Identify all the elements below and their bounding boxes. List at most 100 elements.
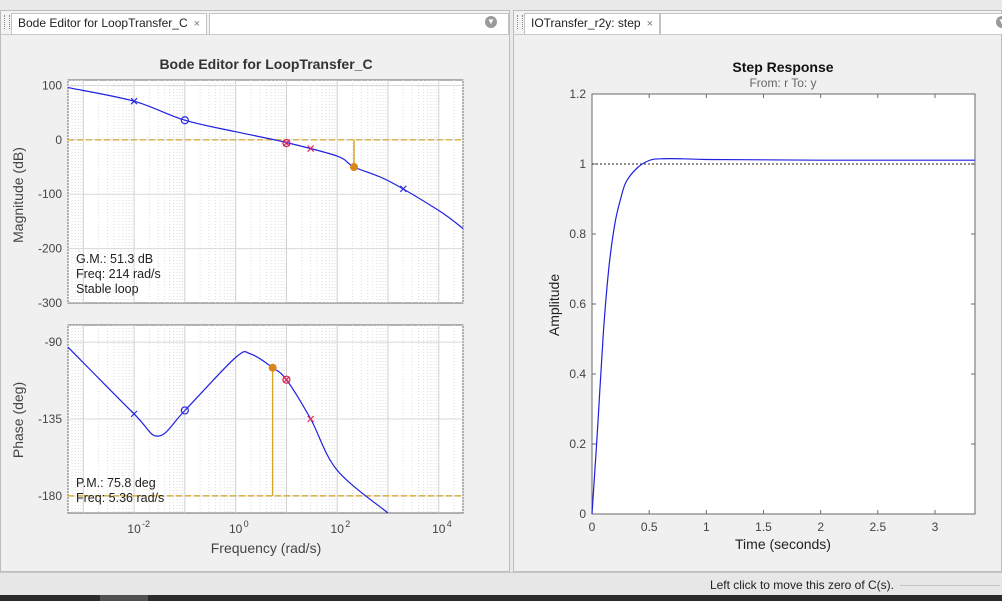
pole-marker[interactable] bbox=[399, 185, 407, 193]
frequency-tick-exponent: 0 bbox=[244, 519, 249, 529]
taskbar bbox=[0, 595, 1002, 601]
pole-marker[interactable] bbox=[307, 145, 315, 152]
tab-bode-editor[interactable]: Bode Editor for LoopTransfer_C × bbox=[11, 13, 208, 34]
right-tab-bar: IOTransfer_r2y: step × ▼ bbox=[514, 11, 1002, 35]
phase-tick-label: -90 bbox=[45, 335, 63, 349]
pole-marker[interactable] bbox=[307, 415, 315, 423]
step-x-label: Time (seconds) bbox=[735, 536, 831, 552]
step-figure: Step Response From: r To: y 1.2 1 0.8 0.6 0.… bbox=[546, 59, 976, 552]
frequency-tick-label: 10 bbox=[432, 522, 446, 536]
frequency-tick-label: 10 bbox=[229, 522, 243, 536]
bode-title: Bode Editor for LoopTransfer_C bbox=[159, 56, 372, 72]
step-x-tick-label: 3 bbox=[932, 520, 939, 534]
step-x-tick-label: 1.5 bbox=[755, 520, 772, 534]
phase-tick-labels: -90 -135 -180 bbox=[38, 335, 62, 503]
tab-label: IOTransfer_r2y: step bbox=[531, 16, 641, 30]
magnitude-tick-label: -300 bbox=[38, 296, 62, 310]
gain-margin-lines bbox=[68, 139, 463, 168]
close-tab-icon[interactable]: × bbox=[646, 18, 654, 30]
status-divider bbox=[900, 585, 1000, 586]
tab-label: Bode Editor for LoopTransfer_C bbox=[18, 16, 188, 30]
step-x-tick-label: 2.5 bbox=[869, 520, 886, 534]
pole-marker[interactable] bbox=[130, 410, 138, 418]
step-response-line bbox=[591, 158, 975, 515]
tab-filler bbox=[209, 13, 509, 34]
tab-step-response[interactable]: IOTransfer_r2y: step × bbox=[524, 13, 661, 34]
step-x-tick-label: 0.5 bbox=[641, 520, 658, 534]
frequency-x-label: Frequency (rad/s) bbox=[211, 540, 321, 556]
magnitude-grid bbox=[67, 80, 464, 303]
pole-marker[interactable] bbox=[282, 139, 290, 147]
phase-axes[interactable] bbox=[67, 324, 464, 514]
tab-filler bbox=[660, 13, 1002, 34]
step-y-label: Amplitude bbox=[546, 274, 562, 336]
tab-menu-icon[interactable]: ▼ bbox=[485, 16, 497, 28]
pole-marker[interactable] bbox=[130, 97, 138, 105]
magnitude-y-label: Magnitude (dB) bbox=[10, 147, 26, 243]
step-axes[interactable] bbox=[591, 93, 976, 515]
magnitude-tick-label: -100 bbox=[38, 187, 62, 201]
gm-text: G.M.: 51.3 dB bbox=[76, 252, 153, 266]
frequency-tick-label: 10 bbox=[331, 522, 345, 536]
phase-grid bbox=[67, 325, 464, 513]
bode-figure: Bode Editor for LoopTransfer_C 1000-100-… bbox=[10, 56, 464, 556]
gain-margin-annotation: G.M.: 51.3 dB Freq: 214 rad/s Stable loo… bbox=[76, 252, 161, 296]
status-message: Left click to move this zero of C(s). bbox=[709, 578, 894, 592]
step-response-panel: IOTransfer_r2y: step × ▼ Step Response Fr… bbox=[513, 10, 1002, 572]
step-plot-area[interactable] bbox=[591, 93, 976, 515]
step-y-tick-labels: 1.2 1 0.8 0.6 0.4 0.2 0 bbox=[569, 87, 586, 521]
magnitude-tick-labels: 100 0 -100 -200 -300 bbox=[38, 78, 62, 310]
magnitude-axes[interactable] bbox=[67, 79, 464, 304]
frequency-tick-exponent: -2 bbox=[142, 519, 150, 529]
step-y-tick-label: 1.2 bbox=[569, 87, 586, 101]
step-y-tick-label: 1 bbox=[579, 157, 586, 171]
pm-text: P.M.: 75.8 deg bbox=[76, 476, 156, 490]
phase-y-label: Phase (deg) bbox=[10, 382, 26, 458]
frequency-tick-label: 10 bbox=[127, 522, 141, 536]
panel-grip[interactable] bbox=[4, 15, 10, 29]
bode-content: Bode Editor for LoopTransfer_C 100 0 -100-… bbox=[1, 35, 509, 571]
step-x-tick-label: 2 bbox=[817, 520, 824, 534]
status-bar: Left click to move this zero of C(s). bbox=[0, 572, 1002, 596]
step-x-tick-labels: 0 0.5 1 1.5 2 2.5 3 bbox=[589, 520, 939, 534]
step-y-tick-label: 0.2 bbox=[569, 437, 586, 451]
magnitude-tick-label: 0 bbox=[55, 133, 62, 147]
phase-margin-marker[interactable] bbox=[268, 363, 277, 372]
panel-grip-right[interactable] bbox=[517, 15, 523, 29]
magnitude-tick-label: 100 bbox=[42, 78, 62, 92]
gain-margin-marker[interactable] bbox=[349, 163, 358, 172]
zero-marker[interactable] bbox=[180, 116, 189, 125]
step-y-tick-label: 0.4 bbox=[569, 367, 586, 381]
frequency-tick-labels: 10 -2 10 0 10 2 10 4 bbox=[127, 519, 451, 536]
magnitude-tick-label: -200 bbox=[38, 242, 62, 256]
magnitude-markers[interactable] bbox=[130, 97, 407, 193]
stability-text: Stable loop bbox=[76, 282, 139, 296]
step-title: Step Response bbox=[732, 59, 833, 75]
step-x-tick-label: 1 bbox=[703, 520, 710, 534]
phase-markers[interactable] bbox=[130, 363, 315, 423]
bode-editor-panel: Bode Editor for LoopTransfer_C × ▼ Bode E… bbox=[0, 10, 510, 572]
tab-menu-icon[interactable]: ▼ bbox=[996, 16, 1002, 28]
phase-margin-annotation: P.M.: 75.8 deg Freq: 5.36 rad/s bbox=[76, 476, 164, 505]
zero-marker[interactable] bbox=[180, 406, 189, 415]
step-subtitle: From: r To: y bbox=[749, 76, 816, 90]
gm-freq-text: Freq: 214 rad/s bbox=[76, 267, 161, 281]
pm-freq-text: Freq: 5.36 rad/s bbox=[76, 491, 164, 505]
left-tab-bar: Bode Editor for LoopTransfer_C × ▼ bbox=[1, 11, 509, 35]
phase-tick-label: -180 bbox=[38, 489, 62, 503]
taskbar-item[interactable] bbox=[100, 595, 148, 601]
zero-marker[interactable] bbox=[282, 138, 291, 148]
step-y-tick-label: 0.8 bbox=[569, 227, 586, 241]
step-y-tick-label: 0.6 bbox=[569, 297, 586, 311]
step-x-tick-label: 0 bbox=[589, 520, 596, 534]
step-y-tick-label: 0 bbox=[579, 507, 586, 521]
phase-response-line bbox=[67, 346, 389, 514]
step-content: Step Response From: r To: y 1.2 1 0.8 0.6 0.… bbox=[514, 35, 1001, 571]
close-tab-icon[interactable]: × bbox=[193, 18, 201, 30]
zero-marker[interactable] bbox=[282, 375, 291, 384]
pole-marker[interactable] bbox=[282, 376, 290, 384]
frequency-tick-exponent: 4 bbox=[447, 519, 452, 529]
phase-margin-lines bbox=[68, 367, 463, 497]
frequency-tick-exponent: 2 bbox=[345, 519, 350, 529]
phase-tick-label: -135 bbox=[38, 412, 62, 426]
